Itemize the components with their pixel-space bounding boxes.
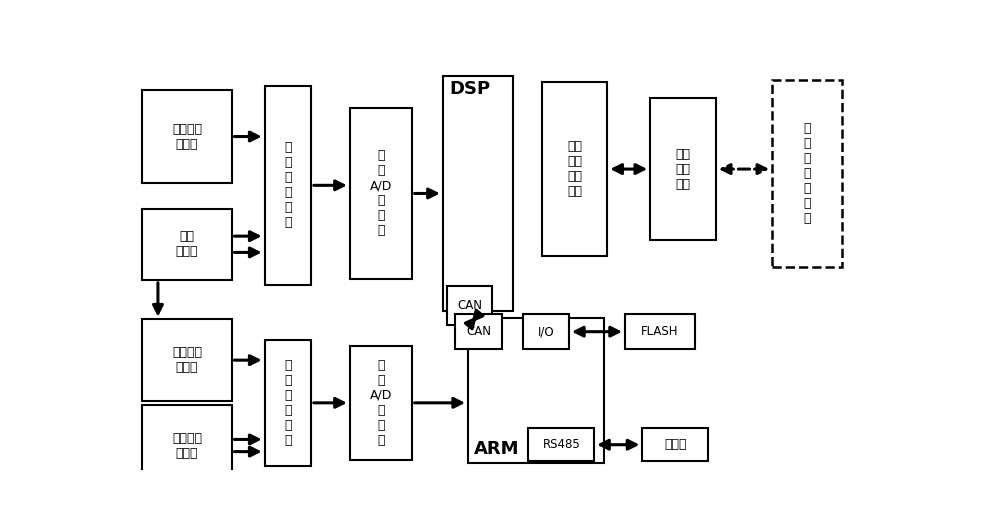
Bar	[447, 286, 492, 325]
Bar	[542, 82, 607, 257]
Text: 第
二
A/D
转
换
器: 第 二 A/D 转 换 器	[370, 359, 392, 447]
Bar	[350, 346, 412, 460]
Bar	[264, 340, 311, 466]
Bar	[625, 314, 695, 349]
Bar	[523, 314, 569, 349]
Text: CAN: CAN	[457, 299, 482, 312]
Text: 驱动
保护
电路: 驱动 保护 电路	[676, 147, 690, 191]
Bar	[443, 76, 512, 312]
Bar	[650, 98, 716, 240]
Text: 第一电压
互感器: 第一电压 互感器	[172, 122, 202, 150]
Text: 第
二
调
理
电
路: 第 二 调 理 电 路	[284, 359, 292, 447]
Text: ARM: ARM	[474, 440, 520, 458]
Bar	[528, 428, 594, 461]
Text: I/O: I/O	[538, 325, 554, 338]
Bar	[468, 318, 604, 463]
Text: 第
一
A/D
转
换
器: 第 一 A/D 转 换 器	[370, 149, 392, 238]
Bar	[142, 319, 232, 401]
Text: RS485: RS485	[542, 438, 580, 451]
Text: DSP: DSP	[449, 80, 490, 98]
Bar	[350, 108, 412, 279]
Bar	[772, 80, 842, 267]
Text: 第二电压
互感器: 第二电压 互感器	[172, 431, 202, 459]
Bar	[142, 209, 232, 280]
Bar	[264, 86, 311, 285]
Text: 三相
输出
触发
电路: 三相 输出 触发 电路	[567, 140, 582, 198]
Text: 电流
互感器: 电流 互感器	[176, 230, 198, 258]
Text: 第
一
调
理
电
路: 第 一 调 理 电 路	[284, 142, 292, 229]
Text: 有
源
电
力
滤
波
器: 有 源 电 力 滤 波 器	[803, 121, 811, 224]
Text: 二次电流
互感器: 二次电流 互感器	[172, 346, 202, 374]
Bar	[142, 405, 232, 486]
Text: FLASH: FLASH	[641, 325, 678, 338]
Text: 显示器: 显示器	[664, 438, 686, 451]
Bar	[642, 428, 708, 461]
Bar	[455, 314, 502, 349]
Text: CAN: CAN	[466, 325, 491, 338]
Bar	[142, 90, 232, 183]
